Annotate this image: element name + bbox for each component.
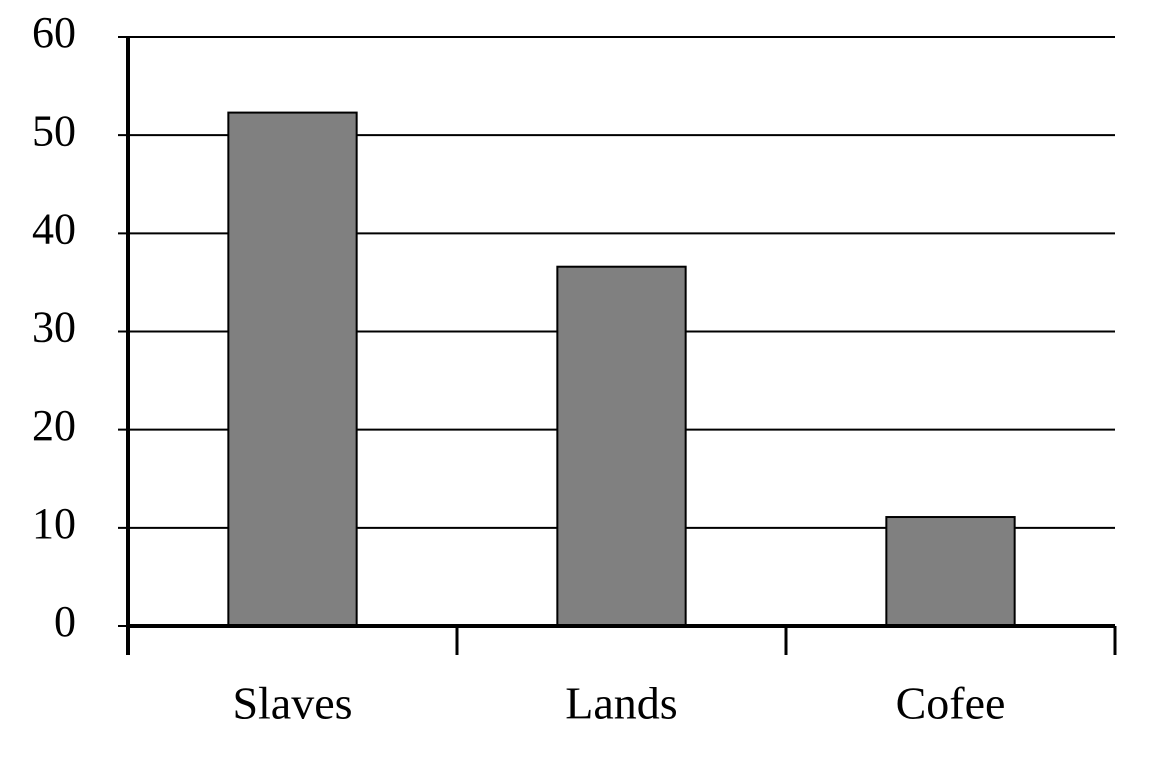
bar (227, 111, 358, 628)
y-tick-label: 40 (32, 204, 76, 253)
y-tick-label: 60 (32, 8, 76, 57)
y-tick-label: 20 (32, 401, 76, 450)
bar (556, 265, 687, 627)
y-tick-label: 10 (32, 499, 76, 548)
x-tick-label: Lands (565, 678, 677, 729)
y-tick-label: 30 (32, 303, 76, 352)
x-tick-label: Slaves (232, 678, 352, 729)
y-tick-label: 0 (54, 597, 76, 646)
bar (885, 516, 1016, 627)
y-tick-label: 50 (32, 106, 76, 155)
x-tick-label: Cofee (896, 678, 1006, 729)
